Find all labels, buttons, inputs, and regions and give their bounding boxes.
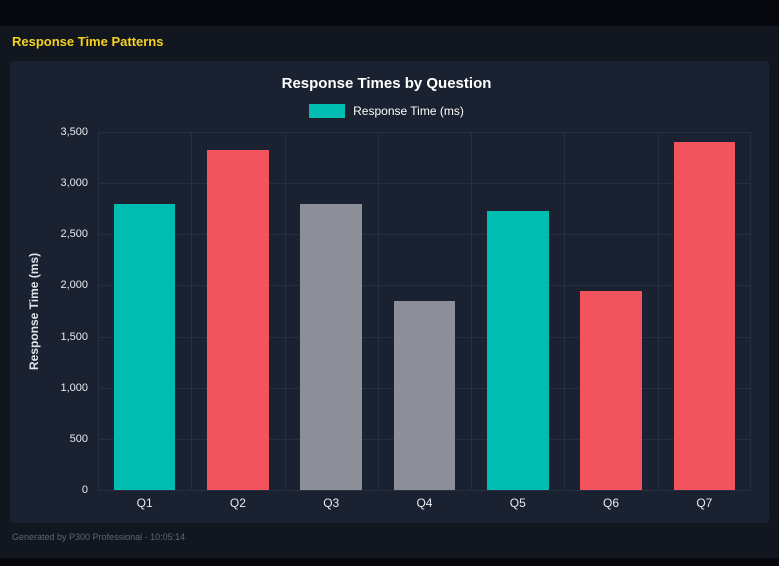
x-tick-label: Q4 xyxy=(416,496,433,510)
y-axis-title: Response Time (ms) xyxy=(27,252,41,370)
bar-Q3 xyxy=(300,203,362,490)
bar-Q7 xyxy=(673,142,736,490)
legend-swatch xyxy=(309,104,346,118)
bottom-strip xyxy=(0,558,779,566)
gridline-vertical xyxy=(471,132,473,490)
gridline-vertical xyxy=(284,132,286,490)
y-tick-label: 1,000 xyxy=(60,381,88,394)
x-axis: Q1 Q2 Q3 Q4 Q5 Q6 Q7 xyxy=(22,496,751,510)
bar-Q6 xyxy=(580,290,642,490)
gridline-vertical xyxy=(564,132,566,490)
x-tick-label: Q6 xyxy=(603,496,620,510)
gridline-horizontal xyxy=(98,234,751,236)
y-tick-label: 3,000 xyxy=(60,177,88,190)
gridline-vertical xyxy=(191,132,193,490)
y-tick-label: 2,000 xyxy=(60,279,88,292)
page-title: Response Time Patterns xyxy=(12,34,164,49)
gridline-horizontal xyxy=(98,285,751,287)
y-tick-label: 2,500 xyxy=(60,228,88,241)
gridline-vertical xyxy=(750,132,751,490)
legend-label: Response Time (ms) xyxy=(353,104,464,118)
x-tick-label: Q2 xyxy=(229,496,246,510)
bar-Q5 xyxy=(487,210,549,490)
top-strip xyxy=(0,0,779,26)
chart-title: Response Times by Question xyxy=(281,75,492,92)
x-axis-labels: Q1 Q2 Q3 Q4 Q5 Q6 Q7 xyxy=(98,496,751,510)
chart-legend: Response Time (ms) xyxy=(22,104,751,118)
y-tick-label: 3,500 xyxy=(60,126,88,138)
page-header: Response Time Patterns xyxy=(0,26,779,55)
gridline-horizontal xyxy=(98,490,751,491)
y-tick-label: 500 xyxy=(69,432,88,445)
chart-panel: Response Times by Question Response Time… xyxy=(10,61,769,523)
gridline-horizontal xyxy=(98,132,751,133)
plot-area xyxy=(98,132,751,491)
y-tick-label: 1,500 xyxy=(60,330,88,343)
gridline-vertical xyxy=(657,132,659,490)
y-tick-label: 0 xyxy=(81,484,88,496)
x-tick-label: Q5 xyxy=(509,496,526,510)
x-tick-label: Q3 xyxy=(323,496,340,510)
bar-Q1 xyxy=(113,203,176,490)
chart-area: Response Time (ms) 0 500 1,000 1,500 2,000 2,… xyxy=(22,126,751,496)
footer-text: Generated by P300 Professional - 10:05:1… xyxy=(12,532,186,542)
y-axis-ticks: 0 500 1,000 1,500 2,000 2,500 3,000 3,500 xyxy=(46,126,98,496)
gridline-vertical xyxy=(98,132,99,490)
gridline-vertical xyxy=(377,132,379,490)
x-tick-label: Q1 xyxy=(136,496,153,510)
x-tick-label: Q7 xyxy=(696,496,713,510)
bar-Q2 xyxy=(207,150,269,490)
gridline-horizontal xyxy=(98,183,751,185)
x-axis-spacer xyxy=(22,496,98,510)
bar-Q4 xyxy=(393,300,456,490)
